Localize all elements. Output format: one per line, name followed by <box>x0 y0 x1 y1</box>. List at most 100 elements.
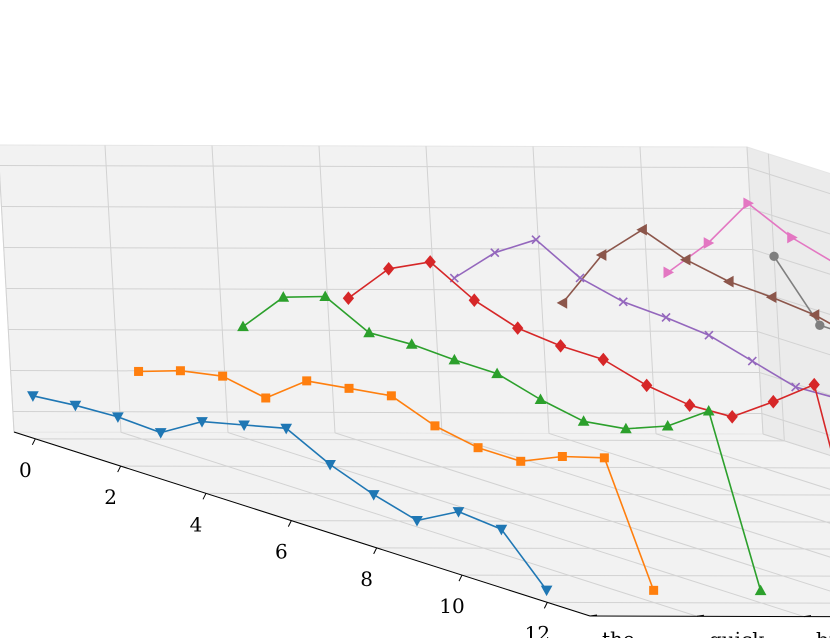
data-point-square <box>261 393 271 403</box>
data-point-square <box>649 585 659 595</box>
data-point-triangle-left <box>595 249 607 261</box>
x-axis-line <box>13 431 591 617</box>
data-point-x <box>490 248 500 258</box>
data-point-diamond <box>512 321 524 335</box>
x-tick-label: 2 <box>104 485 117 509</box>
data-point-triangle-down <box>324 460 336 471</box>
y-grid-floor <box>227 432 805 618</box>
data-point-triangle-down <box>27 391 39 402</box>
data-point-diamond <box>597 352 609 367</box>
series-2 <box>237 290 767 596</box>
data-point-triangle-down <box>452 507 465 518</box>
data-point-triangle-down <box>238 420 250 432</box>
z-grid-left <box>3 247 753 250</box>
z-grid-left <box>1 206 751 209</box>
x-tick-label: 12 <box>525 621 550 638</box>
data-point-square <box>218 371 228 381</box>
x-tick-label: 8 <box>360 567 373 591</box>
data-point-triangle-up <box>448 353 461 365</box>
data-point-triangle-down <box>196 417 208 428</box>
data-point-diamond <box>808 377 820 392</box>
x-tick-label: 0 <box>19 458 32 482</box>
data-point-x <box>618 297 628 307</box>
data-point-triangle-down <box>411 516 423 527</box>
data-point-triangle-right <box>787 231 798 244</box>
data-point-x <box>791 382 801 392</box>
y-tick-label: the <box>602 627 635 638</box>
data-point-triangle-down <box>69 400 82 412</box>
data-point-square <box>430 421 440 431</box>
data-point-triangle-down <box>540 585 553 597</box>
data-point-triangle-left <box>723 275 734 288</box>
series-3 <box>342 255 830 449</box>
x-tick <box>31 438 36 446</box>
data-point-triangle-right <box>743 197 754 210</box>
data-point-triangle-left <box>556 297 568 309</box>
data-point-triangle-up <box>491 367 503 379</box>
data-point-triangle-left <box>636 223 647 236</box>
z-grid-left <box>8 329 758 332</box>
data-point-triangle-up <box>661 419 674 431</box>
data-point-triangle-up <box>754 584 767 596</box>
data-point-square <box>516 456 526 466</box>
data-point-square <box>386 391 396 401</box>
series-1 <box>134 366 659 595</box>
data-point-triangle-up <box>363 326 375 338</box>
data-point-diamond <box>554 339 567 353</box>
data-point-triangle-up <box>577 415 590 426</box>
x-tick <box>287 520 292 527</box>
data-point-x <box>747 356 757 366</box>
x-tick <box>117 465 122 473</box>
y-tick-label: brown <box>816 628 830 638</box>
floor-pane <box>13 431 830 618</box>
data-point-triangle-right <box>703 237 715 249</box>
data-point-x <box>661 312 671 323</box>
data-point-x <box>704 330 714 340</box>
x-tick <box>458 574 463 582</box>
data-point-square <box>557 451 567 461</box>
series-layer <box>27 197 830 597</box>
series-5 <box>556 223 830 325</box>
y-grid-floor <box>441 432 830 558</box>
x-grid-floor <box>205 492 830 496</box>
x-tick <box>202 493 207 500</box>
data-point-diamond <box>767 394 779 409</box>
data-point-diamond <box>342 291 355 305</box>
data-point-diamond <box>468 293 480 307</box>
y-grid-floor <box>334 432 830 592</box>
data-point-square <box>134 366 144 376</box>
series-4 <box>449 235 830 398</box>
data-point-square <box>302 376 312 386</box>
axis-panes <box>0 144 830 618</box>
data-point-triangle-left <box>765 291 777 304</box>
y-tick-label: quick <box>709 627 765 638</box>
x-grid-floor <box>120 465 830 469</box>
data-point-diamond <box>684 398 696 412</box>
data-point-diamond <box>726 410 738 424</box>
x-tick-label: 4 <box>190 512 203 536</box>
x-tick-label: 6 <box>275 540 288 564</box>
x-tick <box>373 547 378 555</box>
data-point-triangle-down <box>154 428 167 439</box>
x-grid-floor <box>461 574 830 577</box>
data-point-square <box>175 366 185 376</box>
data-point-triangle-up <box>237 320 249 332</box>
data-point-triangle-down <box>112 412 124 423</box>
data-point-diamond <box>641 378 653 393</box>
axes: 024681012thequickbrownfoxjumpsoverthe.14… <box>13 431 830 638</box>
data-point-diamond <box>424 255 436 269</box>
y-grid-floor <box>548 432 830 524</box>
data-point-x <box>575 273 585 283</box>
data-point-triangle-up <box>277 291 290 302</box>
data-point-square <box>599 453 609 463</box>
data-point-circle <box>815 320 825 330</box>
data-point-diamond <box>383 262 395 276</box>
data-point-square <box>344 383 354 393</box>
z-grid-left <box>12 411 762 414</box>
data-point-triangle-up <box>702 404 715 416</box>
data-point-triangle-down <box>367 490 380 501</box>
data-point-x <box>531 235 541 245</box>
data-point-triangle-up <box>319 290 332 301</box>
data-point-triangle-up <box>534 393 547 404</box>
